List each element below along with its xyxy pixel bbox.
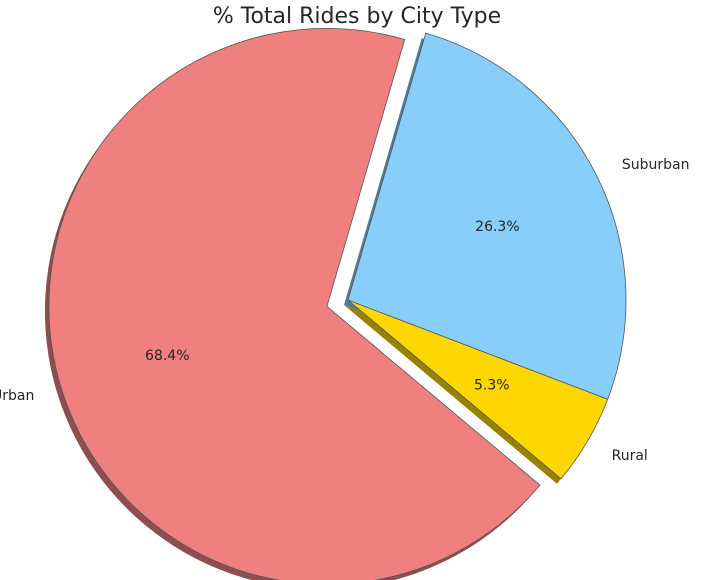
- pie-slice-suburban: [347, 32, 627, 400]
- slice-percent-urban: 68.4%: [145, 348, 189, 364]
- slice-percent-suburban: 26.3%: [475, 219, 519, 235]
- pie-slice-urban: [48, 28, 541, 580]
- slice-labels: Rural 5.3% Suburban 26.3% Urban 68.4%: [0, 157, 690, 464]
- chart-title: % Total Rides by City Type: [213, 4, 501, 29]
- slice-label-urban: Urban: [0, 388, 34, 404]
- pie-slices: [48, 28, 627, 580]
- slice-label-suburban: Suburban: [622, 157, 690, 173]
- slice-label-rural: Rural: [612, 448, 648, 464]
- slice-percent-rural: 5.3%: [474, 378, 510, 394]
